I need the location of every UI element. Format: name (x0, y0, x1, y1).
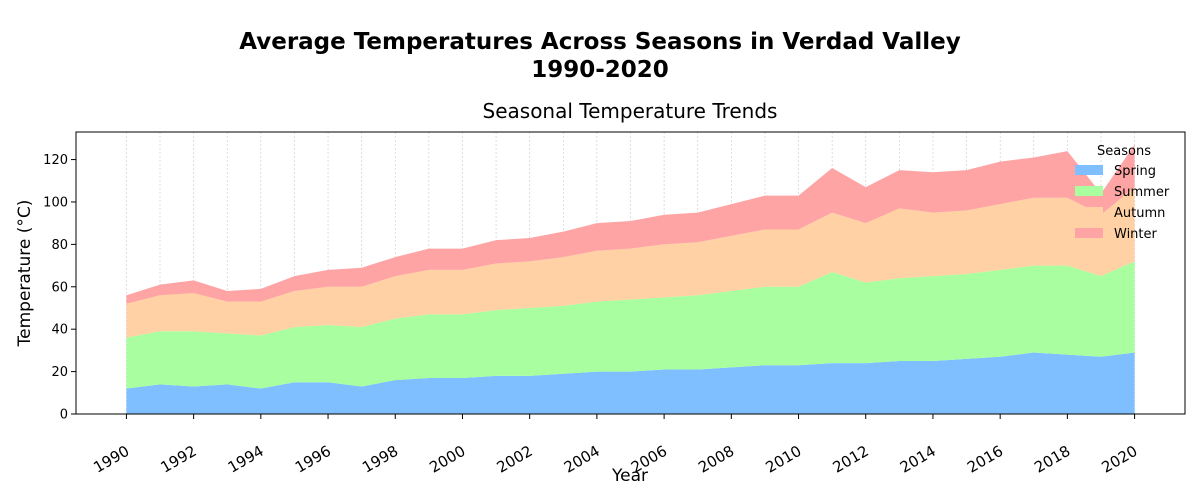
legend-title: Seasons (1097, 144, 1151, 159)
y-tick-label: 80 (51, 238, 68, 253)
legend-swatch-spring (1075, 165, 1103, 175)
legend-label-autumn: Autumn (1114, 206, 1165, 221)
area-spring (126, 352, 1135, 414)
x-axis-label: Year (611, 466, 648, 486)
y-axis: 0 20 40 60 80 100 120 (43, 153, 76, 423)
area-winter (126, 144, 1135, 304)
legend-swatch-winter (1075, 228, 1103, 238)
y-tick-label: 100 (43, 195, 68, 210)
suptitle-line1: Average Temperatures Across Seasons in V… (239, 29, 960, 55)
y-tick-label: 20 (51, 365, 68, 380)
area-layer (126, 144, 1135, 414)
legend-swatch-summer (1075, 186, 1103, 196)
area-autumn (126, 187, 1135, 338)
y-tick-label: 0 (60, 408, 68, 423)
area-summer (126, 261, 1135, 389)
legend-label-spring: Spring (1114, 164, 1156, 179)
legend-label-summer: Summer (1114, 185, 1170, 200)
legend-label-winter: Winter (1114, 227, 1158, 242)
y-tick-label: 60 (51, 280, 68, 295)
legend-swatch-autumn (1075, 207, 1103, 217)
y-tick-label: 120 (43, 153, 68, 168)
plot-frame (75, 131, 1186, 415)
y-tick-label: 40 (51, 323, 68, 338)
chart-title: Seasonal Temperature Trends (483, 99, 778, 123)
legend-items: Spring Summer Autumn Winter (1075, 164, 1170, 242)
suptitle-line2: 1990-2020 (531, 57, 669, 83)
y-axis-label: Temperature (°C) (15, 200, 35, 348)
legend: Seasons Spring Summer Autumn Winter (1075, 144, 1170, 242)
